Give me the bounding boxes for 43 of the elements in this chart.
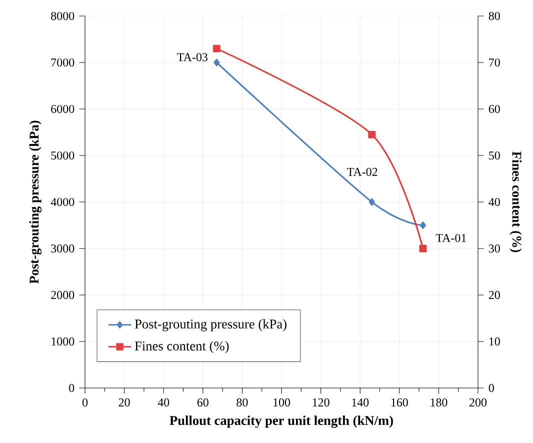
y2-tick-label: 20 bbox=[488, 290, 500, 300]
x-tick-label: 20 bbox=[118, 398, 130, 406]
y-tick-label: 3000 bbox=[51, 244, 74, 253]
y-tick-label: 6000 bbox=[51, 104, 74, 114]
x-tick-label: 140 bbox=[352, 398, 369, 406]
y2-tick-label: 70 bbox=[489, 58, 500, 67]
y2-tick-label: 10 bbox=[489, 337, 500, 346]
x-tick-label: 180 bbox=[430, 398, 448, 406]
x-tick-label: 200 bbox=[470, 398, 487, 406]
x-tick-label: 40 bbox=[158, 398, 170, 406]
x-tick-label: 80 bbox=[236, 398, 248, 406]
x-tick-label: 120 bbox=[312, 398, 330, 406]
y-axis-title: Post-grouting pressure (kPa) bbox=[29, 120, 42, 284]
y-tick-label: 1000 bbox=[52, 337, 74, 346]
y-tick-label: 7000 bbox=[51, 58, 74, 67]
point bbox=[419, 244, 427, 252]
y2-tick-label: 60 bbox=[488, 104, 500, 114]
legend-label: Fines content (%) bbox=[134, 341, 229, 354]
point bbox=[368, 130, 376, 138]
x-tick-label: 100 bbox=[274, 398, 290, 406]
annotation: TA-01 bbox=[436, 234, 466, 242]
point bbox=[212, 44, 220, 52]
y2-tick-label: 50 bbox=[489, 151, 500, 160]
x-tick-label: 160 bbox=[391, 398, 408, 406]
x-tick-label: 60 bbox=[197, 398, 208, 406]
x-axis-title: Pullout capacity per unit length (kN/m) bbox=[170, 416, 393, 428]
y-tick-label: 0 bbox=[69, 384, 74, 392]
y2-tick-label: 0 bbox=[488, 384, 494, 392]
annotation: TA-02 bbox=[347, 168, 378, 176]
y2-tick-label: 30 bbox=[488, 244, 500, 253]
y-tick-label: 2000 bbox=[51, 290, 74, 300]
point bbox=[368, 198, 375, 206]
point bbox=[420, 222, 426, 229]
x-tick-label: 0 bbox=[82, 398, 88, 406]
y-tick-label: 8000 bbox=[51, 12, 74, 20]
point bbox=[214, 58, 220, 66]
y2-tick-label: 40 bbox=[488, 198, 500, 206]
y-tick-label: 4000 bbox=[50, 198, 74, 206]
annotation: TA-03 bbox=[177, 53, 208, 62]
y2-axis-title: Fines content (%) bbox=[510, 151, 522, 252]
y-tick-label: 5000 bbox=[51, 151, 74, 160]
legend-label: Post-grouting pressure (kPa) bbox=[134, 319, 286, 332]
y2-tick-label: 80 bbox=[488, 12, 500, 20]
